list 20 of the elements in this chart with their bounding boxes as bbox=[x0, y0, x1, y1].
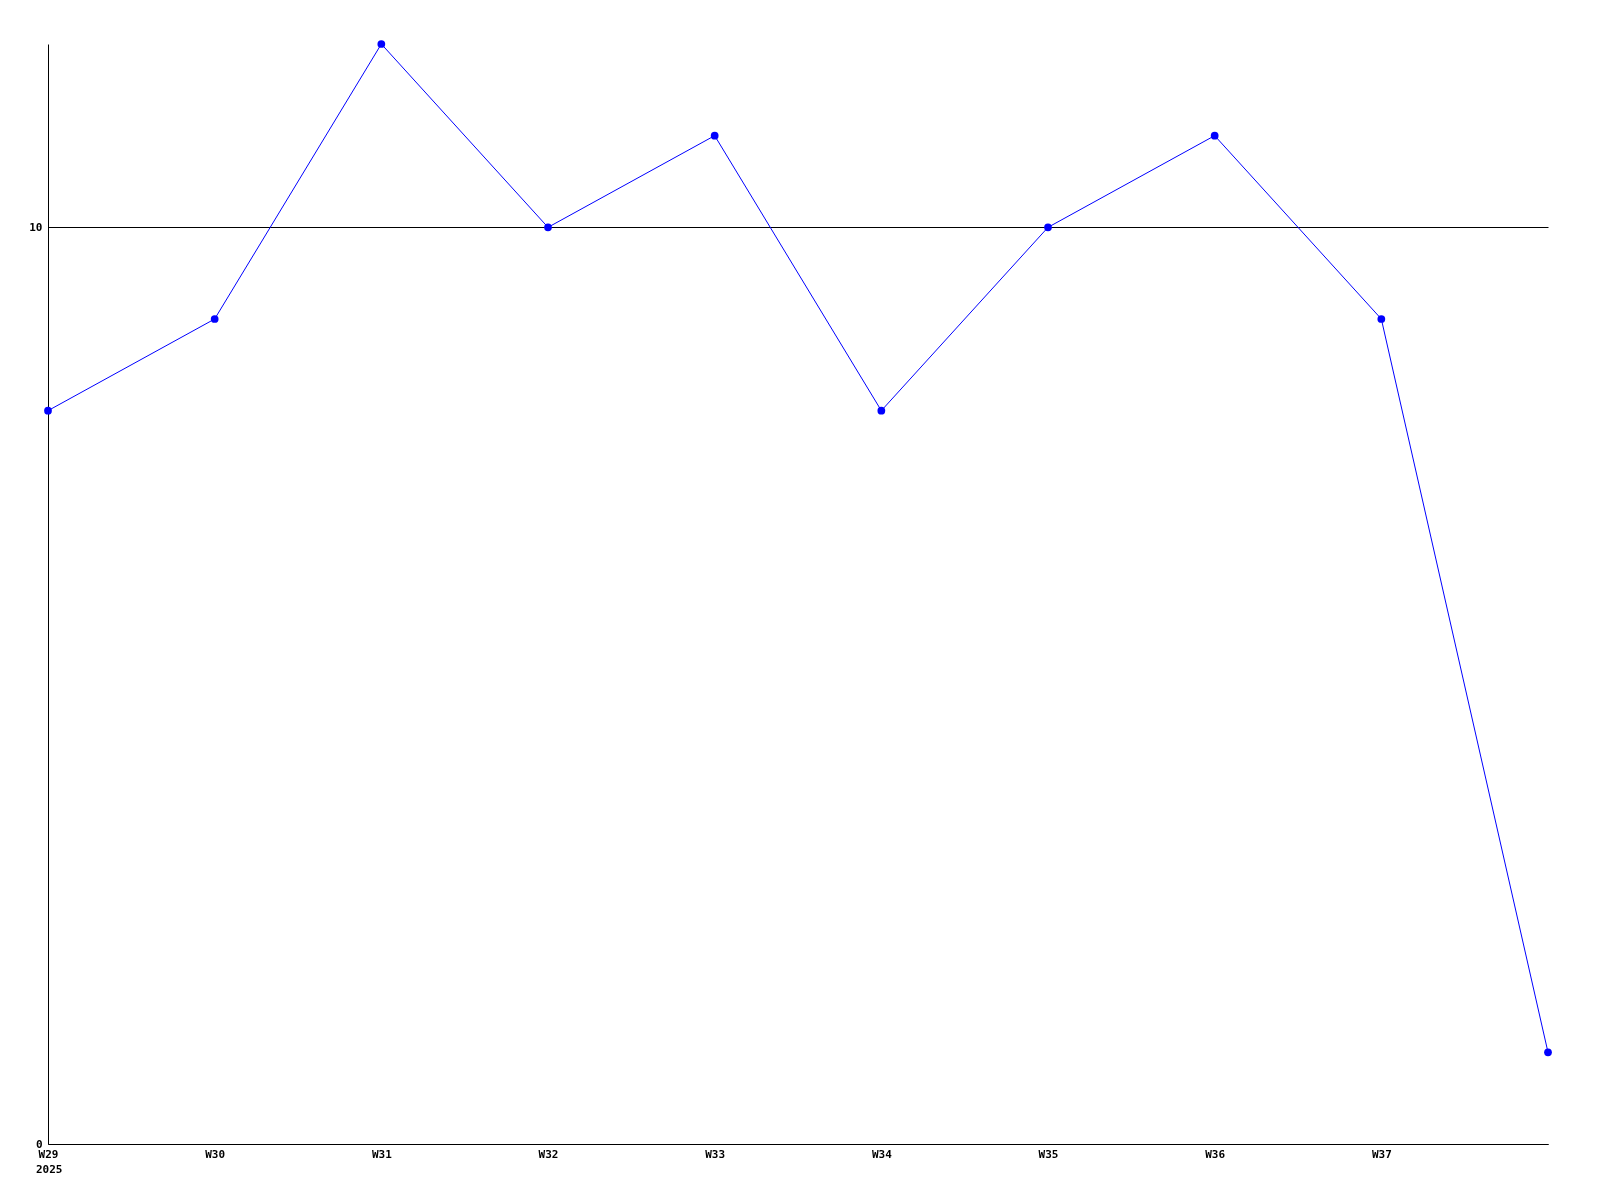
x-tick-label: W32 bbox=[538, 1147, 559, 1161]
x-tick-label: W36 bbox=[1205, 1147, 1226, 1161]
point bbox=[1377, 315, 1386, 323]
x-tick-label: W31 bbox=[371, 1147, 393, 1161]
point bbox=[877, 406, 886, 415]
x-tick-label: W34 bbox=[871, 1147, 893, 1161]
point bbox=[544, 223, 552, 232]
point bbox=[210, 315, 219, 323]
y-tick-label: 10 bbox=[29, 220, 43, 234]
point bbox=[1044, 223, 1052, 232]
x-tick-label: W33 bbox=[705, 1147, 726, 1161]
text: 2025 bbox=[36, 1163, 63, 1176]
point bbox=[710, 131, 719, 140]
point bbox=[1544, 1048, 1552, 1057]
point bbox=[1210, 131, 1219, 140]
point bbox=[377, 40, 386, 48]
x-tick-label: W35 bbox=[1038, 1147, 1059, 1161]
x-tick-label: W30 bbox=[205, 1147, 226, 1161]
point bbox=[44, 406, 52, 415]
x-tick-label: W37 bbox=[1371, 1147, 1392, 1161]
